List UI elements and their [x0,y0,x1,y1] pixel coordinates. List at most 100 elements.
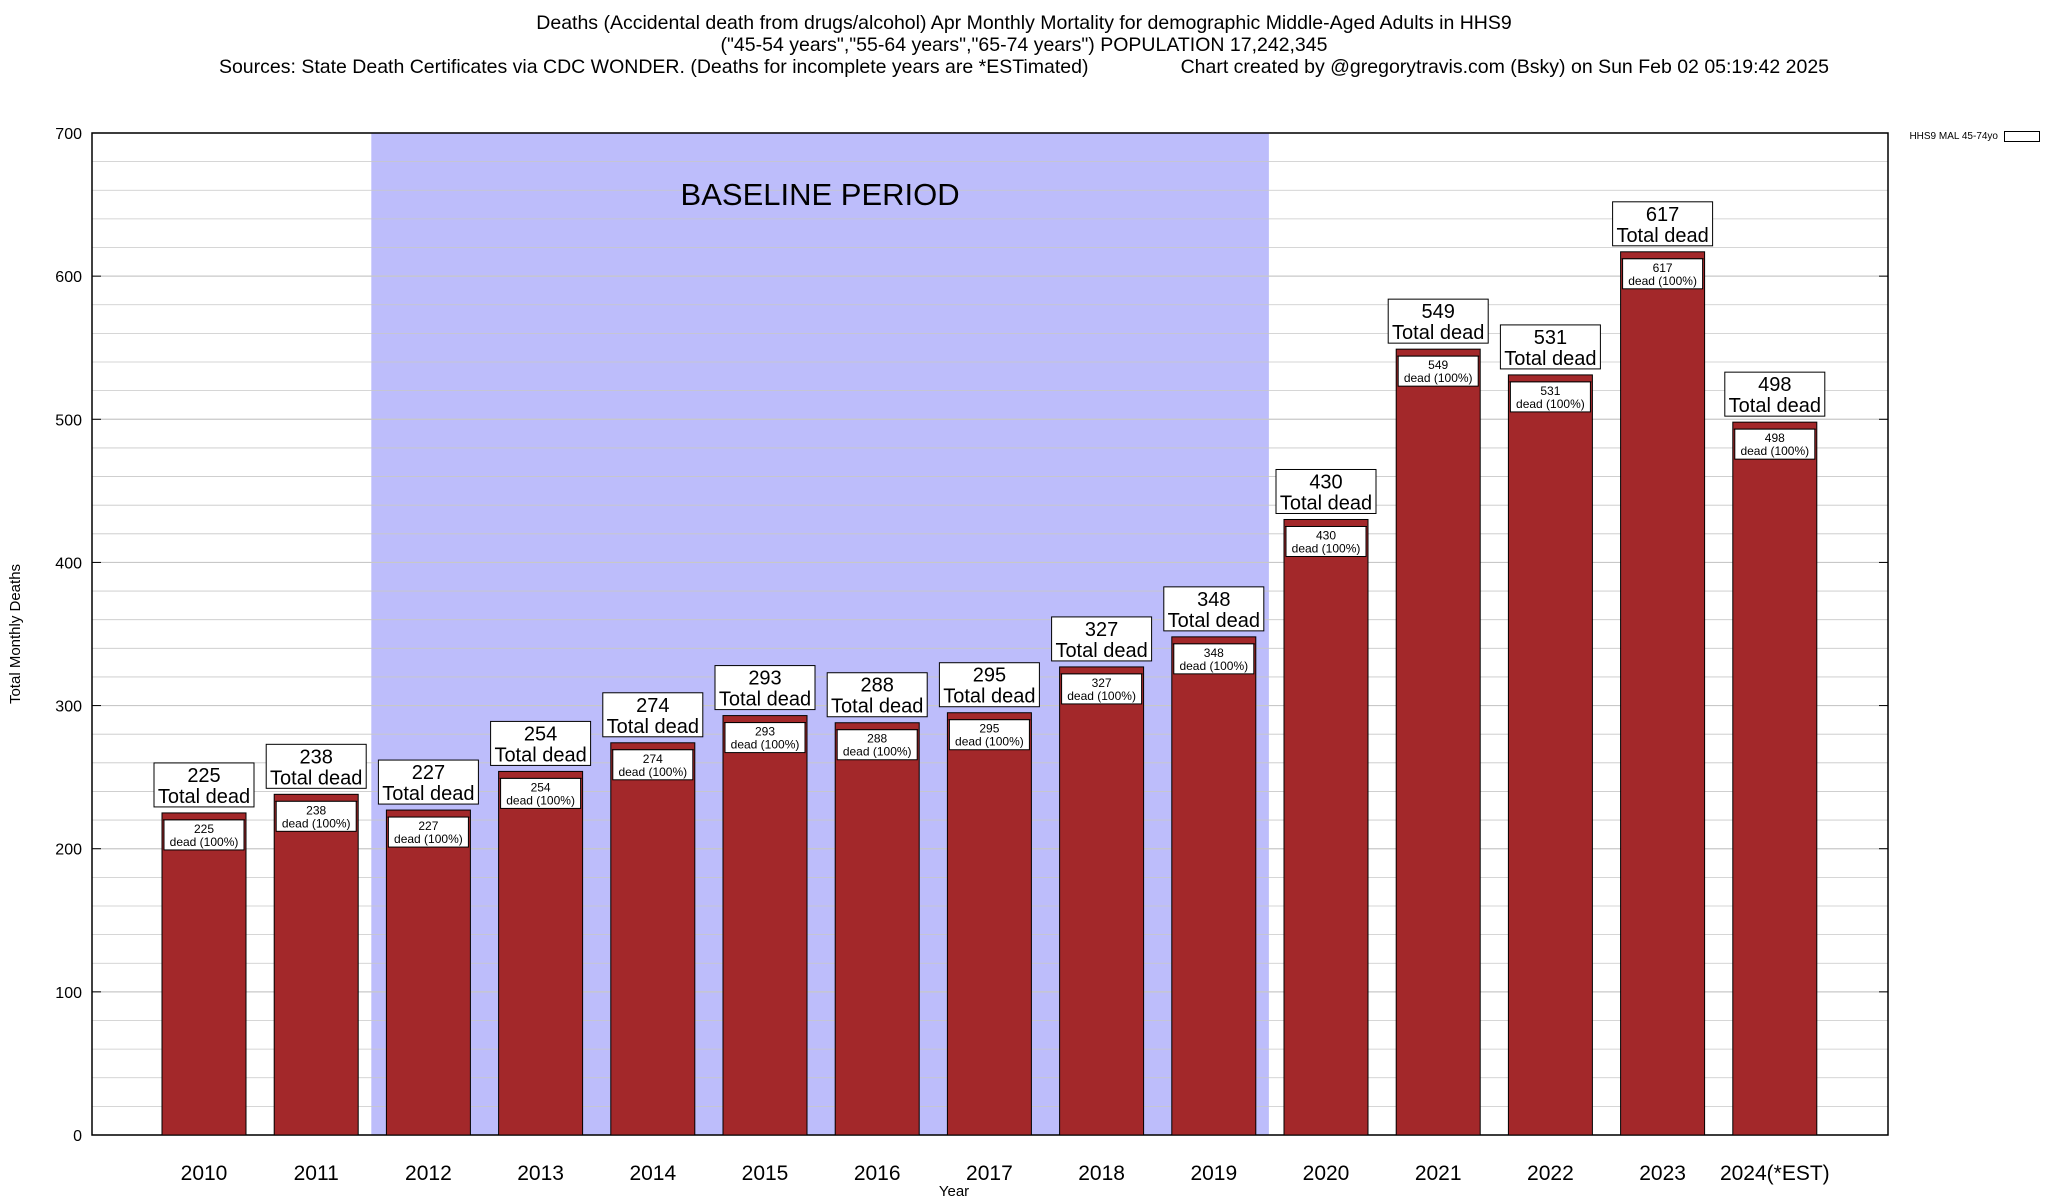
total-value-label: 498 [1758,374,1791,396]
y-tick-label: 0 [73,1128,82,1145]
total-dead-label: Total dead [607,716,699,738]
total-value-label: 238 [300,746,333,768]
y-tick-label: 700 [55,126,82,143]
inner-label-box [612,749,694,781]
x-axis-label: Year [939,1183,969,1200]
x-tick-label: 2013 [517,1162,564,1185]
inner-label-box [1285,525,1367,557]
bar [834,722,920,1136]
x-tick-label: 2011 [294,1162,339,1185]
bar [385,809,471,1136]
credit-text: Chart created by @gregorytravis.com (Bsk… [1180,56,1830,78]
inner-label-box [275,800,357,832]
x-tick-label: 2024(*EST) [1720,1162,1830,1185]
x-tick-label: 2018 [1078,1162,1125,1185]
inner-dead-label: dead (100%) [955,735,1024,749]
x-tick-label: 2021 [1415,1162,1462,1185]
inner-dead-label: dead (100%) [1067,689,1136,703]
legend-swatch [2004,131,2040,142]
bar [498,770,584,1136]
inner-label-box [500,777,582,809]
inner-label-box [387,816,469,848]
inner-dead-label: dead (100%) [618,765,687,779]
x-tick-label: 2016 [854,1162,901,1185]
inner-value-label: 274 [643,752,663,766]
inner-dead-label: dead (100%) [1179,659,1248,673]
total-value-label: 549 [1422,301,1455,323]
total-dead-label: Total dead [494,744,586,766]
total-value-label: 295 [973,665,1006,687]
total-value-label: 348 [1197,589,1230,611]
inner-label-box [1173,643,1255,675]
total-label-box [377,759,479,805]
inner-value-label: 348 [1204,646,1224,660]
total-value-label: 288 [861,675,894,697]
inner-value-label: 549 [1428,358,1448,372]
total-value-label: 274 [636,695,669,717]
total-value-label: 327 [1085,619,1118,641]
total-label-box [1051,616,1153,662]
total-label-box [1499,324,1601,370]
inner-dead-label: dead (100%) [506,793,575,807]
bar [1732,421,1818,1136]
x-tick-label: 2022 [1527,1162,1574,1185]
x-tick-label: 2020 [1303,1162,1350,1185]
total-value-label: 531 [1534,327,1567,349]
inner-dead-label: dead (100%) [170,835,239,849]
inner-value-label: 295 [979,722,999,736]
inner-dead-label: dead (100%) [1740,444,1809,458]
inner-dead-label: dead (100%) [282,816,351,830]
sources-text: Sources: State Death Certificates via CD… [218,56,1089,78]
inner-value-label: 327 [1092,676,1112,690]
total-dead-label: Total dead [1168,610,1260,632]
bar [273,793,359,1136]
inner-label-box [1397,355,1479,387]
total-dead-label: Total dead [1392,322,1484,344]
total-value-label: 227 [412,762,445,784]
chart-subtitle: ("45-54 years","55-64 years","65-74 year… [720,34,1328,56]
chart-sources-line: Sources: State Death Certificates via CD… [0,56,2048,78]
total-label-box [714,665,816,711]
total-value-label: 430 [1309,471,1342,493]
inner-dead-label: dead (100%) [843,745,912,759]
inner-dead-label: dead (100%) [1628,274,1697,288]
total-label-box [1163,586,1265,632]
inner-value-label: 498 [1765,431,1785,445]
inner-value-label: 293 [755,725,775,739]
total-label-box [1387,298,1489,344]
total-label-box [602,692,704,738]
inner-value-label: 227 [418,819,438,833]
total-value-label: 293 [748,668,781,690]
inner-label-box [1622,258,1704,290]
x-tick-label: 2019 [1190,1162,1237,1185]
total-label-box [1275,468,1377,514]
total-dead-label: Total dead [1055,640,1147,662]
total-label-box [938,662,1040,708]
x-tick-label: 2017 [966,1162,1013,1185]
total-dead-label: Total dead [270,767,362,789]
total-value-label: 254 [524,723,557,745]
y-tick-label: 200 [55,842,82,859]
total-value-label: 225 [187,765,220,787]
y-tick-label: 300 [55,699,82,716]
bar [1395,348,1481,1136]
inner-label-box [1061,673,1143,705]
x-tick-label: 2010 [181,1162,228,1185]
total-label-box [265,743,367,789]
bar [610,742,696,1136]
total-label-box [1724,371,1826,417]
chart-title: Deaths (Accidental death from drugs/alco… [536,12,1512,34]
x-tick-label: 2015 [742,1162,789,1185]
inner-dead-label: dead (100%) [394,832,463,846]
inner-label-box [836,729,918,761]
inner-label-box [163,819,245,851]
y-tick-label: 500 [55,412,82,429]
inner-label-box [948,719,1030,751]
inner-value-label: 430 [1316,528,1336,542]
inner-label-box [1509,381,1591,413]
inner-dead-label: dead (100%) [1516,397,1585,411]
inner-value-label: 225 [194,822,214,836]
total-dead-label: Total dead [831,696,923,718]
total-value-label: 617 [1646,204,1679,226]
x-tick-label: 2014 [629,1162,676,1185]
